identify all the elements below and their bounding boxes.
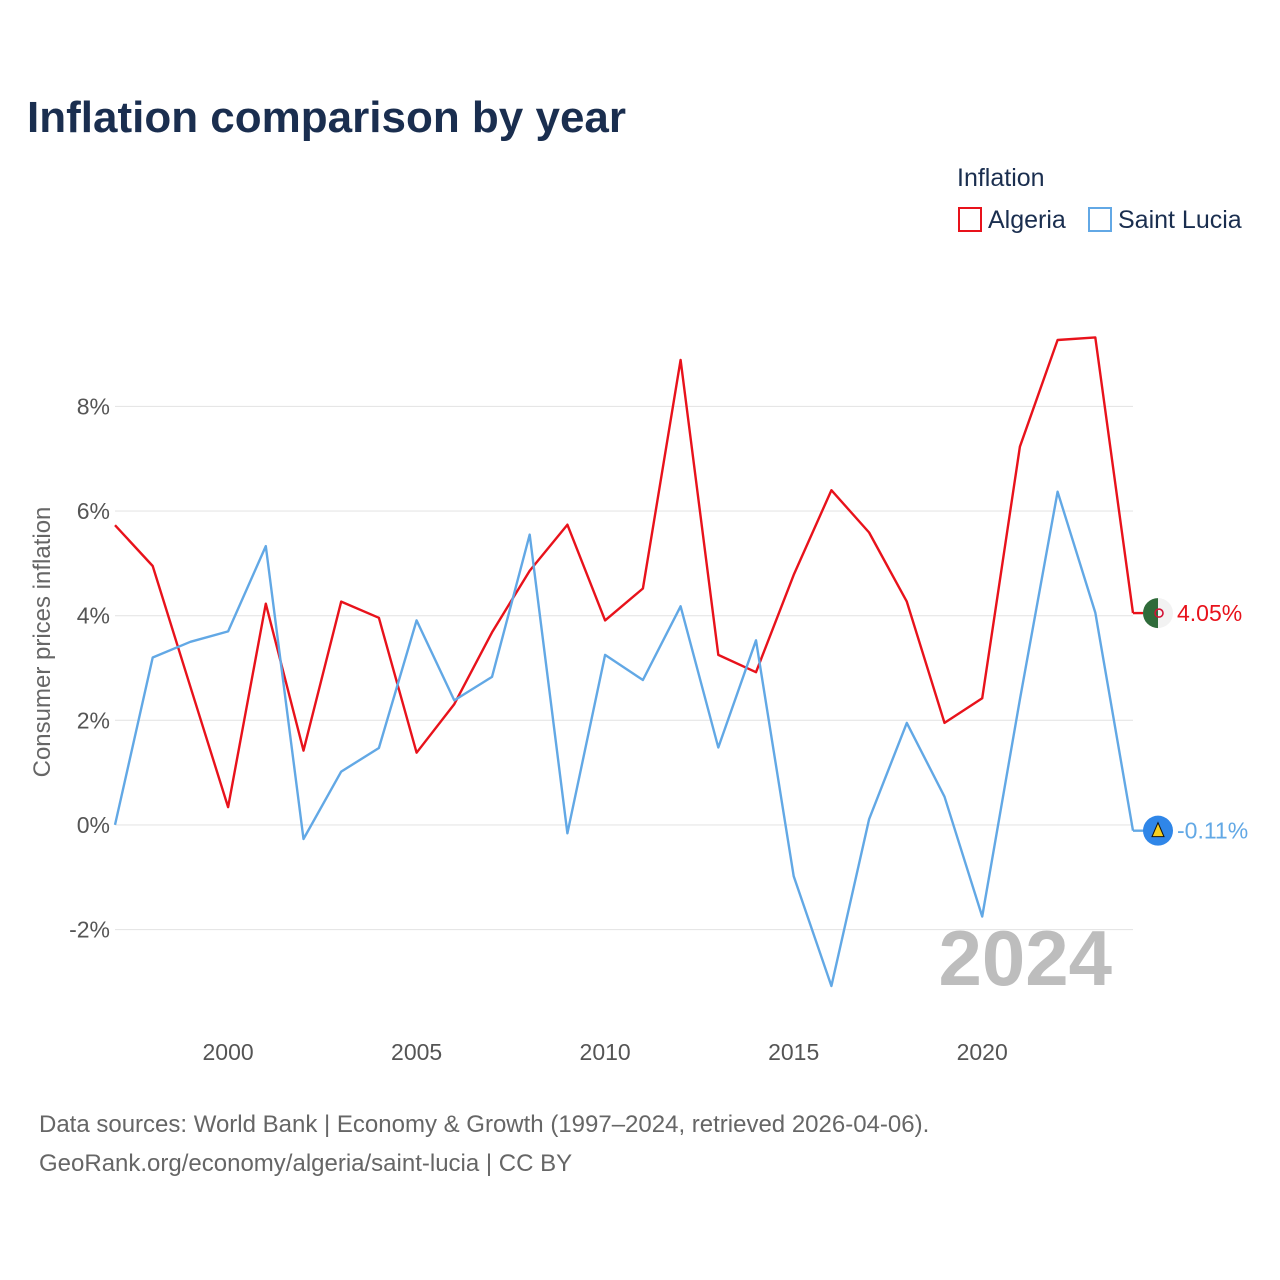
- algeria-flag-green-half: [1143, 598, 1158, 629]
- y-tick-label: 2%: [77, 707, 110, 733]
- footer-link[interactable]: GeoRank.org/economy/algeria/saint-lucia …: [39, 1150, 572, 1177]
- y-tick-label: -2%: [69, 917, 110, 943]
- x-tick-label: 2015: [768, 1039, 819, 1065]
- legend-swatch-saint-lucia[interactable]: [1088, 207, 1112, 232]
- x-axis-ticks: 2000 2005 2010 2015 2020: [203, 1039, 1008, 1065]
- end-marker-algeria: [1143, 598, 1173, 629]
- legend: Inflation Algeria Saint Lucia: [957, 164, 1242, 234]
- x-tick-label: 2000: [203, 1039, 254, 1065]
- series-lines: [113, 336, 1158, 988]
- x-tick-label: 2020: [957, 1039, 1008, 1065]
- series-line-saint-lucia: [113, 490, 1135, 988]
- series-line-algeria: [114, 336, 1135, 809]
- gridlines: [115, 405, 1133, 931]
- x-tick-label: 2005: [391, 1039, 442, 1065]
- y-tick-label: 6%: [77, 498, 110, 524]
- legend-swatch-algeria[interactable]: [958, 207, 982, 232]
- chart-title: Inflation comparison by year: [27, 93, 626, 142]
- x-tick-label: 2010: [580, 1039, 631, 1065]
- legend-label-saint-lucia[interactable]: Saint Lucia: [1118, 206, 1242, 234]
- end-label-algeria: 4.05%: [1177, 600, 1242, 626]
- legend-title: Inflation: [957, 164, 1045, 192]
- y-tick-label: 4%: [77, 603, 110, 629]
- legend-label-algeria[interactable]: Algeria: [988, 206, 1066, 234]
- footer-sources: Data sources: World Bank | Economy & Gro…: [39, 1111, 929, 1138]
- y-tick-label: 8%: [77, 393, 110, 419]
- y-tick-label: 0%: [77, 812, 110, 838]
- y-axis-label: Consumer prices inflation: [29, 507, 56, 778]
- saint-lucia-triangle-icon: [1151, 821, 1165, 838]
- algeria-crescent-icon: [1154, 608, 1164, 618]
- y-axis-ticks: -2% 0% 2% 4% 6% 8%: [69, 393, 110, 942]
- end-marker-saint-lucia: [1143, 815, 1173, 846]
- year-marker: 2024: [938, 914, 1112, 1002]
- end-label-saint-lucia: -0.11%: [1177, 818, 1248, 844]
